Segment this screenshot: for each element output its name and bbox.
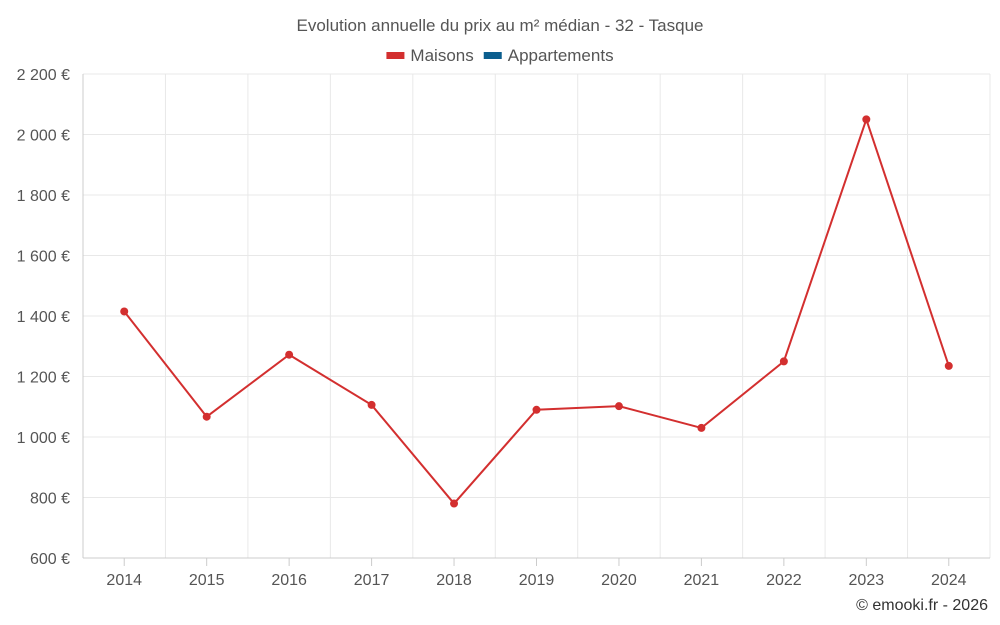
legend-swatch <box>483 52 502 59</box>
y-axis: 600 € 800 € 1 000 € 1 200 € 1 400 € 1 600 € 1 … <box>17 67 70 568</box>
x-axis: 2014 2015 2016 2017 2018 2019 2020 2021 2022 2023… <box>106 558 967 589</box>
x-tick-label: 2022 <box>766 572 802 589</box>
data-point[interactable] <box>862 115 871 124</box>
data-point[interactable] <box>614 402 623 411</box>
x-tick-label: 2017 <box>354 572 390 589</box>
y-tick-label: 2 000 € <box>17 128 70 145</box>
x-tick-label: 2021 <box>684 572 720 589</box>
y-tick-label: 1 200 € <box>17 370 70 387</box>
data-point[interactable] <box>697 423 706 432</box>
data-point[interactable] <box>120 307 129 316</box>
legend-item-maisons[interactable]: Maisons <box>386 46 474 65</box>
grid <box>82 73 991 559</box>
data-point[interactable] <box>944 361 953 370</box>
data-point[interactable] <box>532 405 541 414</box>
legend-label: Maisons <box>410 46 473 65</box>
y-tick-label: 1 800 € <box>17 188 70 205</box>
y-tick-label: 1 400 € <box>17 309 70 326</box>
x-tick-label: 2024 <box>931 572 967 589</box>
y-tick-label: 600 € <box>30 551 70 568</box>
x-tick-label: 2023 <box>849 572 885 589</box>
chart-title: Evolution annuelle du prix au m² médian … <box>297 16 704 35</box>
y-tick-label: 1 000 € <box>17 430 70 447</box>
data-point[interactable] <box>367 400 376 409</box>
credit: © emooki.fr - 2026 <box>856 597 988 614</box>
y-tick-label: 800 € <box>30 491 70 508</box>
legend: Maisons Appartements <box>386 46 614 65</box>
legend-label: Appartements <box>508 46 614 65</box>
legend-item-appartements[interactable]: Appartements <box>483 46 614 65</box>
data-point[interactable] <box>202 412 211 421</box>
x-tick-label: 2014 <box>106 572 142 589</box>
x-tick-label: 2018 <box>436 572 472 589</box>
x-tick-label: 2016 <box>271 572 307 589</box>
y-tick-label: 1 600 € <box>17 249 70 266</box>
series-area <box>120 115 953 508</box>
data-point[interactable] <box>450 499 459 508</box>
data-point[interactable] <box>285 350 294 359</box>
x-tick-label: 2020 <box>601 572 637 589</box>
x-tick-label: 2019 <box>519 572 555 589</box>
x-tick-label: 2015 <box>189 572 225 589</box>
legend-swatch <box>386 52 405 59</box>
y-tick-label: 2 200 € <box>17 67 70 84</box>
data-point[interactable] <box>779 357 788 366</box>
